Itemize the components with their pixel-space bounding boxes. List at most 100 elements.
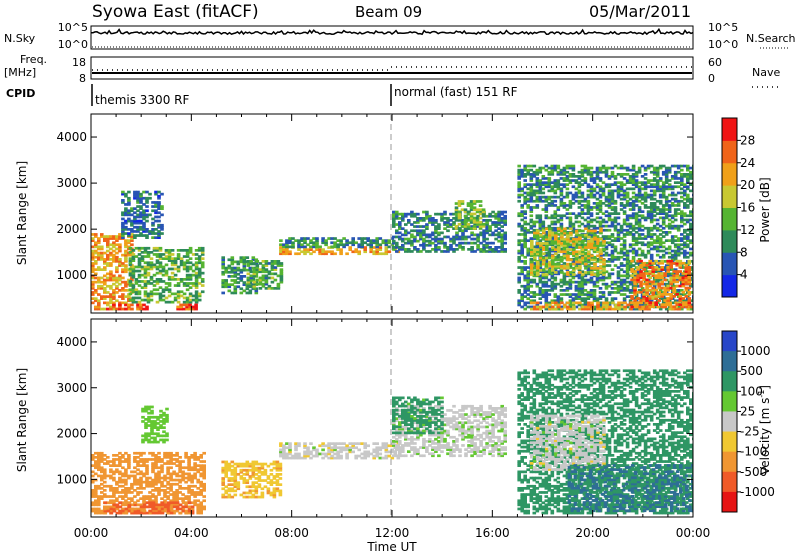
- power-cell: [541, 220, 546, 224]
- power-cell: [628, 202, 633, 205]
- power-cell: [161, 269, 166, 273]
- power-cell: [571, 173, 576, 176]
- power-cell: [556, 272, 561, 276]
- power-cell: [547, 197, 552, 201]
- power-cell: [139, 199, 143, 202]
- power-cell: [103, 282, 107, 286]
- power-cell: [631, 228, 636, 232]
- power-cell: [520, 233, 524, 236]
- power-cell: [649, 243, 654, 247]
- power-cell: [127, 232, 131, 235]
- power-cell: [124, 207, 128, 210]
- power-cell: [130, 213, 134, 217]
- power-cell: [565, 249, 570, 253]
- power-cell: [130, 303, 134, 307]
- power-cell: [571, 270, 576, 274]
- power-cell: [473, 223, 477, 226]
- power-cell: [539, 242, 543, 245]
- velocity-cell: [112, 495, 116, 498]
- power-cell: [681, 301, 686, 304]
- power-cell: [684, 263, 689, 267]
- power-cell: [622, 258, 627, 261]
- power-cell: [649, 233, 654, 236]
- power-cell: [559, 260, 564, 263]
- power-cell: [660, 266, 664, 269]
- power-cell: [419, 243, 423, 247]
- power-cell: [485, 241, 489, 245]
- power-cell: [526, 305, 530, 309]
- velocity-cell: [103, 489, 107, 492]
- power-cell: [131, 286, 136, 289]
- power-cell: [416, 225, 420, 228]
- power-cell: [520, 299, 524, 303]
- power-cell: [634, 214, 639, 218]
- power-cell: [610, 253, 615, 257]
- power-cell: [128, 288, 133, 292]
- power-cell: [673, 185, 678, 189]
- power-cell: [460, 200, 465, 203]
- velocity-cell: [106, 460, 110, 463]
- power-cell: [434, 235, 438, 239]
- power-cell: [583, 179, 588, 182]
- power-cell: [145, 234, 149, 237]
- power-cell: [526, 164, 530, 168]
- power-cell: [634, 199, 639, 203]
- power-cell: [643, 255, 648, 259]
- power-cell: [595, 235, 600, 238]
- power-cell: [589, 295, 594, 298]
- power-cell: [610, 224, 615, 228]
- power-cell: [631, 214, 636, 218]
- power-cell: [139, 196, 143, 200]
- power-cell: [683, 228, 687, 232]
- power-cell: [530, 269, 534, 272]
- power-cell: [288, 250, 292, 254]
- power-cell: [523, 266, 527, 269]
- power-cell: [103, 262, 107, 265]
- power-cell: [563, 254, 567, 258]
- power-cell: [536, 242, 540, 245]
- power-cell: [488, 233, 492, 237]
- power-cell: [121, 293, 125, 296]
- power-cell: [392, 246, 396, 249]
- power-cell: [300, 237, 304, 240]
- power-cell: [249, 262, 254, 265]
- power-cell: [443, 250, 447, 253]
- power-cell: [109, 284, 113, 288]
- power-cell: [157, 203, 161, 206]
- power-cell: [200, 263, 205, 267]
- power-cell: [485, 221, 489, 224]
- power-cell: [227, 275, 232, 278]
- power-cell: [261, 274, 266, 278]
- power-cell: [443, 241, 447, 245]
- power-cell: [660, 293, 664, 296]
- power-cell: [425, 239, 429, 243]
- power-cell: [584, 307, 588, 311]
- power-cell: [574, 175, 579, 178]
- power-cell: [545, 246, 549, 249]
- velocity-cell: [112, 472, 116, 476]
- power-cell: [118, 249, 122, 253]
- power-cell: [580, 179, 585, 182]
- power-cell: [170, 275, 175, 279]
- power-cell: [680, 218, 684, 222]
- power-cell: [586, 202, 591, 205]
- power-cell: [587, 250, 591, 254]
- power-cell: [556, 206, 561, 209]
- power-cell: [545, 262, 549, 266]
- power-cell: [309, 239, 313, 242]
- power-cell: [547, 170, 552, 174]
- power-cell: [149, 292, 154, 296]
- power-cell: [517, 199, 521, 203]
- power-cell: [143, 282, 148, 285]
- power-cell: [369, 245, 373, 249]
- power-cell: [596, 237, 600, 241]
- power-cell: [303, 237, 307, 240]
- power-cell: [315, 239, 319, 242]
- power-cell: [595, 202, 600, 205]
- power-cell: [661, 170, 666, 174]
- power-cell: [613, 181, 618, 184]
- power-cell: [121, 295, 125, 298]
- power-cell: [437, 227, 441, 230]
- power-cell: [530, 262, 534, 266]
- power-cell: [127, 219, 131, 223]
